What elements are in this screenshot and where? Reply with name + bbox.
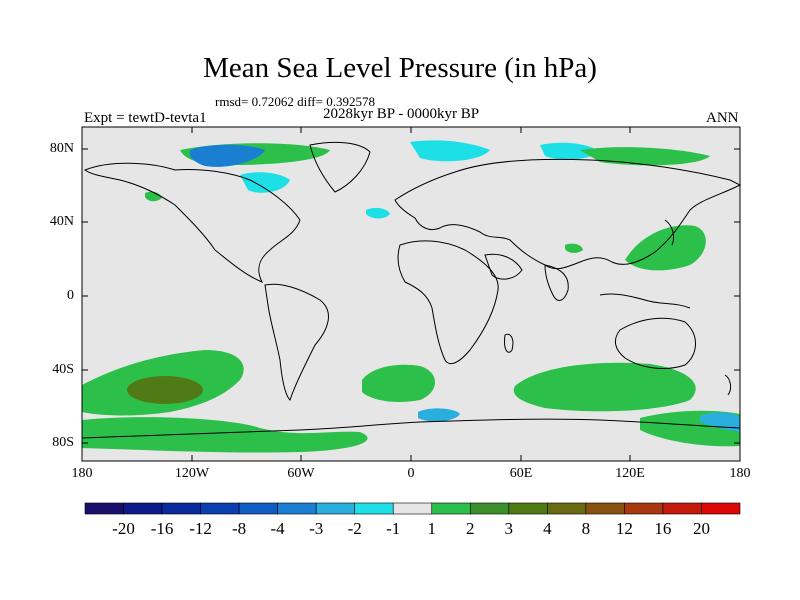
coast-india: [544, 264, 569, 301]
colorbar-swatch: [238, 502, 278, 515]
anomaly-hudson-cyan: [240, 172, 290, 193]
lat-label-80n: 80N: [49, 141, 74, 156]
colorbar-swatch: [315, 502, 356, 515]
colorbar-swatch: [662, 502, 702, 515]
colorbar-tick-label: 3: [504, 519, 514, 538]
coast-south-america: [264, 283, 329, 401]
coast-greenland: [309, 141, 371, 193]
anomaly-south-pacific-core: [127, 376, 203, 404]
coast-japan: [664, 219, 675, 246]
colorbar-swatch: [508, 502, 548, 515]
anomaly-barents-cyan: [410, 140, 490, 162]
colorbar-tick-label: -1: [386, 519, 401, 538]
lon-label-60w: 60W: [287, 466, 315, 481]
anomaly-antarctic-blue: [418, 408, 460, 422]
coast-north-america: [84, 162, 301, 283]
colorbar-tick-label: 2: [466, 519, 475, 538]
colorbar-tick-label: 20: [693, 519, 710, 538]
anomaly-fields: [82, 140, 740, 453]
anomaly-pacific-small-green: [145, 191, 162, 202]
colorbar-swatch: [624, 502, 664, 515]
lon-label-180w: 180: [71, 466, 93, 481]
colorbar-swatch: [547, 502, 587, 515]
coast-eurasia: [394, 158, 742, 270]
colorbar-swatch: [585, 502, 625, 515]
anomaly-north-pacific: [625, 225, 706, 271]
anomaly-south-atlantic: [362, 364, 435, 403]
coastlines: [81, 141, 742, 439]
lon-label-0: 0: [407, 466, 415, 481]
lat-label-80s: 80S: [52, 435, 74, 450]
colorbar-swatch: [431, 502, 471, 515]
lat-label-0: 0: [67, 288, 74, 303]
anomaly-arctic-blue-west: [189, 144, 265, 167]
coast-africa: [397, 240, 499, 365]
lat-label-40s: 40S: [52, 362, 74, 377]
colorbar-tick-label: -4: [270, 519, 285, 538]
anomaly-south-indian: [513, 362, 696, 412]
experiment-label: Expt = tewtD-tevta1: [84, 110, 207, 126]
colorbar-tick-label: -8: [232, 519, 247, 538]
anomaly-southasia-green: [565, 243, 583, 253]
colorbar-tick-label: -3: [309, 519, 324, 538]
colorbar-tick-label: 16: [654, 519, 672, 538]
stats-line: rmsd= 0.72062 diff= 0.392578: [215, 94, 375, 109]
axis-ticks: [82, 127, 740, 461]
colorbar-swatch: [123, 502, 163, 515]
lon-label-60e: 60E: [509, 466, 533, 481]
coast-new-zealand: [724, 374, 732, 396]
colorbar-tick-label: 1: [427, 519, 437, 538]
colorbar-tick-label: 4: [543, 519, 552, 538]
colorbar-swatch: [392, 502, 433, 515]
period-label: 2028kyr BP - 0000kyr BP: [323, 106, 480, 122]
colorbar-swatch: [161, 502, 201, 515]
colorbar-tick-label: -20: [112, 519, 135, 538]
colorbar-tick-label: 12: [615, 519, 633, 538]
coast-indonesia: [599, 293, 691, 309]
coast-madagascar: [504, 333, 514, 353]
colorbar-tick-label: -2: [347, 519, 362, 538]
map-title: Mean Sea Level Pressure (in hPa): [203, 52, 597, 84]
anomaly-siberia-cyan: [540, 142, 600, 160]
anomaly-iceland-cyan: [366, 207, 390, 219]
lon-label-180e: 180: [729, 466, 751, 481]
colorbar-swatch: [354, 502, 394, 515]
colorbar-tick-label: 8: [581, 519, 591, 538]
lon-label-120e: 120E: [615, 466, 645, 481]
lon-label-120w: 120W: [174, 466, 210, 481]
lat-label-40n: 40N: [49, 214, 74, 229]
coast-australia: [614, 317, 696, 370]
colorbar-swatch: [469, 502, 510, 515]
colorbar-tick-label: -16: [150, 519, 174, 538]
season-label: ANN: [706, 110, 739, 126]
colorbar: [84, 502, 741, 515]
colorbar-swatch: [277, 502, 317, 515]
coast-arabia: [484, 253, 523, 280]
colorbar-tick-label: -12: [189, 519, 212, 538]
anomaly-antarctic-band: [82, 417, 368, 453]
map-background: [82, 127, 740, 461]
colorbar-swatch: [84, 502, 124, 515]
colorbar-swatch: [701, 502, 741, 515]
coast-antarctica: [81, 418, 741, 439]
colorbar-swatch: [200, 502, 240, 515]
